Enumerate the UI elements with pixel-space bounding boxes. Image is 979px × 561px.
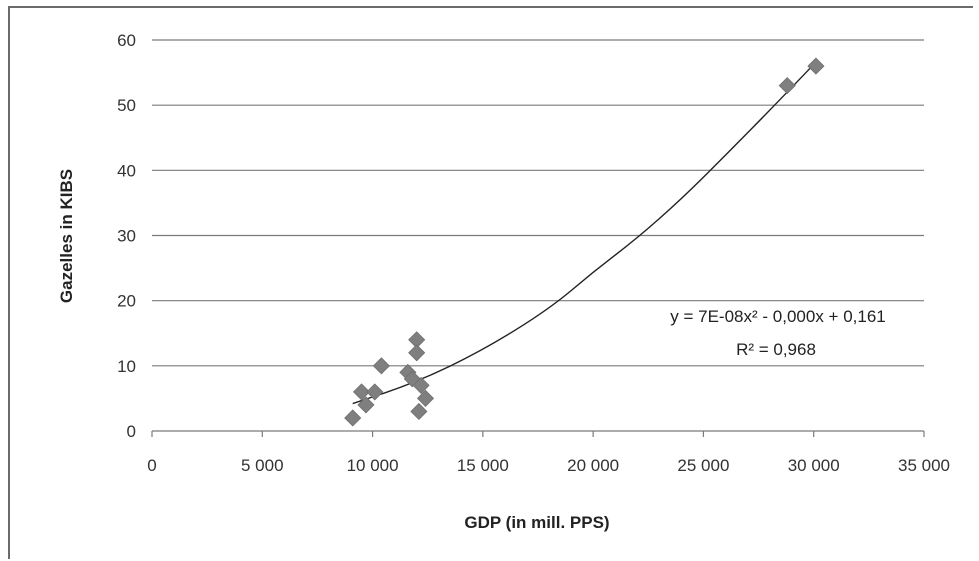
y-tick-label: 30 — [117, 227, 136, 246]
y-tick-label: 40 — [117, 161, 136, 180]
x-tick-label: 0 — [147, 456, 156, 475]
trendline-equation: y = 7E-08x² - 0,000x + 0,161 — [670, 307, 885, 326]
y-axis-title: Gazelles in KIBS — [57, 169, 76, 303]
data-point — [416, 389, 435, 407]
y-tick-label: 20 — [117, 292, 136, 311]
x-tick-label: 15 000 — [457, 456, 509, 475]
x-tick-labels: 0 5 000 10 000 15 000 20 000 25 000 30 000 35 0… — [147, 431, 950, 475]
y-tick-label: 0 — [127, 422, 136, 441]
data-point — [807, 57, 825, 75]
data-point — [408, 344, 426, 362]
x-tick-label: 25 000 — [677, 456, 729, 475]
data-point — [344, 409, 362, 427]
x-tick-label: 35 000 — [898, 456, 950, 475]
chart-frame — [8, 6, 973, 559]
gridlines — [152, 39, 924, 367]
x-axis-title: GDP (in mill. PPS) — [464, 513, 609, 532]
data-point — [352, 383, 371, 401]
data-points — [344, 57, 825, 427]
data-point — [366, 383, 384, 401]
trendline-r-squared: R² = 0,968 — [736, 340, 816, 359]
data-point — [372, 357, 390, 375]
data-point — [357, 396, 375, 414]
data-point — [410, 402, 428, 421]
x-tick-label: 5 000 — [241, 456, 284, 475]
y-tick-labels: 0 10 20 30 40 50 60 — [117, 31, 136, 441]
x-tick-label: 30 000 — [788, 456, 840, 475]
y-tick-label: 10 — [117, 357, 136, 376]
data-point — [412, 376, 430, 394]
x-tick-label: 20 000 — [567, 456, 619, 475]
y-tick-label: 50 — [117, 96, 136, 115]
data-point — [778, 77, 796, 95]
x-tick-label: 10 000 — [347, 456, 399, 475]
y-tick-label: 60 — [117, 31, 136, 50]
